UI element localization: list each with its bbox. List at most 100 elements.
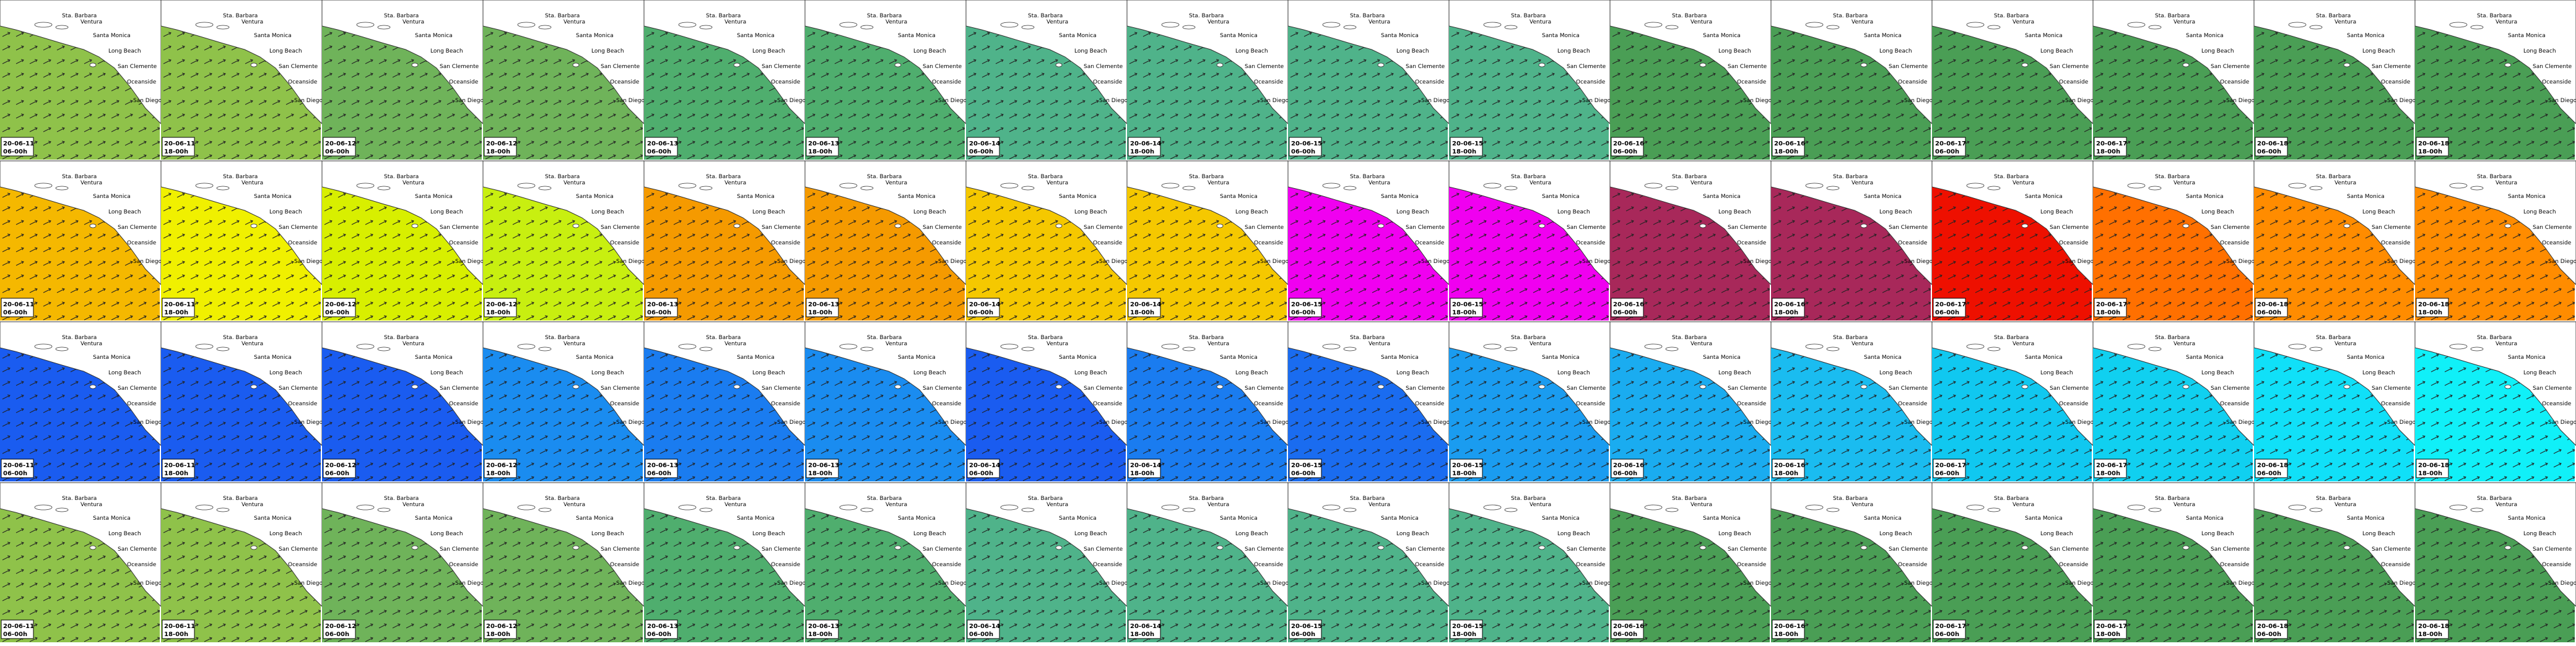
- timestamp-box: [1933, 459, 1966, 478]
- place-name: San Diego: [616, 420, 645, 426]
- timestamp-box: [806, 459, 839, 478]
- place-name: Santa Monica: [254, 515, 292, 522]
- place-name: San Clemente: [1245, 546, 1284, 553]
- place-name: Sta. Barbara: [1994, 174, 2029, 180]
- timestamp-time: 18-00h: [1774, 470, 1798, 477]
- place-name: San Diego: [1904, 420, 1933, 426]
- place-name: Long Beach: [1235, 48, 1268, 54]
- timestamp-box: [1289, 137, 1322, 157]
- place-name: Sta. Barbara: [384, 174, 419, 180]
- place-name: Oceanside: [1093, 79, 1123, 85]
- place-name: Oceanside: [1576, 401, 1606, 407]
- timestamp-date: 20-06-16: [1774, 301, 1805, 308]
- timestamp-date: 20-06-15: [1452, 140, 1483, 147]
- timestamp-box: [323, 137, 356, 157]
- place-name: Oceanside: [2381, 240, 2411, 246]
- timestamp-time: 18-00h: [1130, 631, 1154, 638]
- place-name: Oceanside: [610, 240, 640, 246]
- place-name: Ventura: [1208, 19, 1229, 25]
- place-name: Santa Monica: [1542, 355, 1580, 361]
- place-name: San Diego: [2387, 580, 2416, 587]
- place-name: Santa Monica: [1220, 33, 1258, 39]
- place-name: San Clemente: [923, 225, 962, 231]
- place-name: San Clemente: [1567, 64, 1606, 70]
- place-name: Ventura: [2174, 19, 2195, 25]
- timestamp-date: 20-06-11: [164, 140, 195, 147]
- place-name: San Diego: [777, 580, 806, 587]
- place-name: Oceanside: [610, 562, 640, 568]
- timestamp-time: 06-00h: [3, 470, 27, 477]
- place-name: Long Beach: [1396, 209, 1429, 215]
- timestamp-time: 06-00h: [969, 470, 993, 477]
- place-name: Sta. Barbara: [62, 13, 97, 19]
- place-name: Oceanside: [288, 240, 318, 246]
- place-name: Oceanside: [2381, 79, 2411, 85]
- place-name: San Clemente: [1889, 64, 1928, 70]
- place-name: Long Beach: [1557, 370, 1590, 376]
- timestamp-date: 20-06-13: [808, 462, 839, 469]
- place-name: Sta. Barbara: [2316, 174, 2351, 180]
- place-name: Santa Monica: [2186, 515, 2224, 522]
- timestamp-box: [1128, 298, 1161, 317]
- place-name: Ventura: [80, 180, 102, 186]
- place-name: Sta. Barbara: [1672, 174, 1707, 180]
- place-name: San Diego: [455, 580, 484, 587]
- place-name: San Clemente: [440, 546, 479, 553]
- timestamp-box: [1289, 459, 1322, 478]
- place-name: Santa Monica: [2347, 33, 2385, 39]
- timestamp-time: 06-00h: [1613, 309, 1637, 316]
- place-name: San Diego: [938, 580, 967, 587]
- place-name: Sta. Barbara: [867, 335, 902, 341]
- timestamp-box: [162, 459, 195, 478]
- place-name: Oceanside: [2220, 562, 2250, 568]
- timestamp-date: 20-06-11: [164, 301, 195, 308]
- timestamp-date: 20-06-13: [808, 140, 839, 147]
- timestamp-time: 06-00h: [1613, 149, 1637, 155]
- place-name: San Diego: [2387, 420, 2416, 426]
- place-name: Long Beach: [1396, 370, 1429, 376]
- place-name: San Clemente: [762, 64, 801, 70]
- timestamp-box: [967, 619, 1000, 639]
- timestamp-box: [1289, 619, 1322, 639]
- timestamp-time: 06-00h: [647, 470, 671, 477]
- timestamp-date: 20-06-11: [164, 462, 195, 469]
- timestamp-time: 06-00h: [969, 309, 993, 316]
- place-name: Sta. Barbara: [545, 496, 580, 502]
- place-name: Long Beach: [2040, 209, 2073, 215]
- place-name: Sta. Barbara: [2477, 13, 2512, 19]
- place-name: Long Beach: [1718, 48, 1751, 54]
- timestamp-box: [2255, 298, 2288, 317]
- place-name: San Clemente: [2211, 64, 2250, 70]
- place-name: Ventura: [1046, 341, 1068, 347]
- timestamp-time: 06-00h: [647, 149, 671, 155]
- place-name: San Diego: [455, 259, 484, 265]
- place-name: San Diego: [2226, 98, 2255, 104]
- place-name: San Clemente: [1728, 546, 1767, 553]
- place-name: Ventura: [1852, 19, 1873, 25]
- place-name: Sta. Barbara: [545, 174, 580, 180]
- timestamp-date: 20-06-11: [3, 301, 34, 308]
- place-name: San Clemente: [601, 385, 640, 392]
- timestamp-time: 06-00h: [1613, 470, 1637, 477]
- place-name: Oceanside: [449, 79, 479, 85]
- place-name: Long Beach: [2201, 531, 2234, 537]
- place-name: San Diego: [1582, 580, 1611, 587]
- timestamp-box: [323, 619, 356, 639]
- place-name: Santa Monica: [737, 194, 775, 200]
- timestamp-date: 20-06-15: [1452, 462, 1483, 469]
- timestamp-date: 20-06-11: [3, 462, 34, 469]
- place-name: Oceanside: [932, 562, 962, 568]
- place-name: Long Beach: [2362, 209, 2395, 215]
- place-name: Long Beach: [591, 209, 624, 215]
- timestamp-time: 06-00h: [2257, 470, 2281, 477]
- place-name: San Diego: [938, 98, 967, 104]
